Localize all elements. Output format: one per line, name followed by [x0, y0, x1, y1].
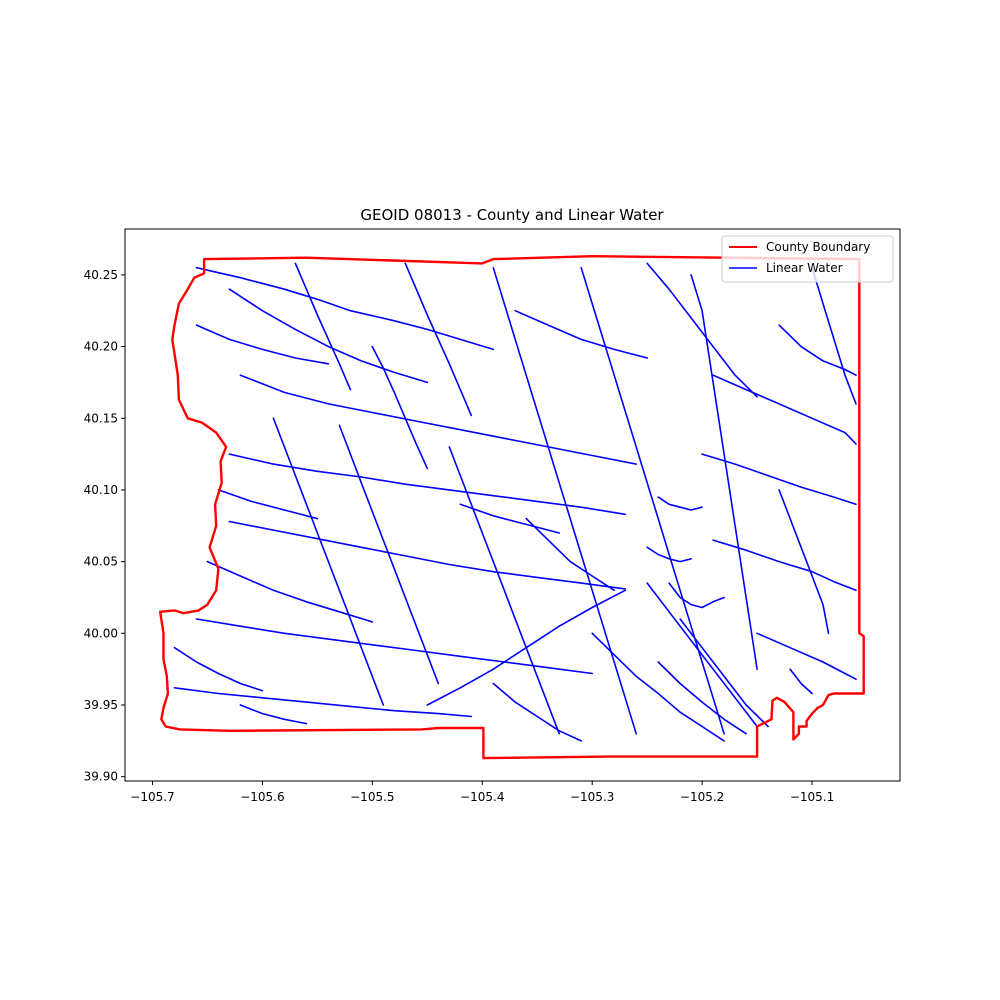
y-tick: 40.00	[84, 626, 125, 640]
water-line	[448, 446, 561, 735]
x-tick: −105.5	[350, 781, 395, 804]
x-tick: −105.3	[570, 781, 614, 804]
water-line	[404, 262, 473, 417]
county-boundary	[158, 255, 865, 760]
y-tick-label: 40.05	[84, 555, 118, 569]
water-line	[778, 489, 830, 635]
water-line	[459, 503, 561, 534]
legend-label-water: Linear Water	[766, 261, 843, 275]
x-tick-label: −105.1	[790, 790, 834, 804]
water-line	[371, 345, 429, 470]
water-line	[195, 324, 330, 365]
water-line	[173, 686, 473, 718]
legend-label-boundary: County Boundary	[766, 240, 870, 254]
water-line	[173, 646, 264, 692]
water-line	[646, 262, 758, 398]
x-tick: −105.4	[460, 781, 504, 804]
y-tick-label: 40.20	[84, 340, 118, 354]
y-tick-label: 40.25	[84, 268, 118, 282]
water-line	[712, 374, 857, 445]
y-tick-label: 39.95	[84, 698, 118, 712]
y-axis: 40.25 40.20 40.15 40.10 40.05 40.00 39.9…	[84, 268, 125, 784]
y-tick-label: 40.15	[84, 411, 118, 425]
water-line	[668, 582, 725, 609]
water-line	[217, 489, 319, 520]
legend-box	[721, 235, 894, 283]
water-line	[646, 582, 758, 728]
x-axis: −105.7 −105.6 −105.5 −105.4 −105.3 −105.…	[130, 781, 834, 804]
water-line	[591, 632, 725, 742]
y-tick: 40.20	[84, 340, 125, 354]
y-tick: 40.15	[84, 411, 125, 425]
water-line	[239, 374, 638, 465]
x-tick-label: −105.2	[680, 790, 724, 804]
water-line	[679, 618, 769, 728]
water-line	[228, 288, 429, 384]
water-line	[657, 661, 747, 735]
water-line	[701, 453, 857, 506]
plot-frame	[124, 228, 901, 782]
y-tick-label: 40.00	[84, 626, 118, 640]
x-tick: −105.2	[680, 781, 724, 804]
y-tick: 39.90	[84, 770, 125, 784]
x-tick-label: −105.3	[570, 790, 614, 804]
water-line	[239, 704, 308, 725]
water-line	[811, 266, 857, 405]
legend: County Boundary Linear Water	[721, 235, 894, 283]
x-tick-label: −105.6	[240, 790, 284, 804]
water-line	[657, 496, 703, 511]
y-tick: 39.95	[84, 698, 125, 712]
water-line	[195, 266, 495, 351]
water-line	[492, 682, 583, 742]
x-tick-label: −105.7	[130, 790, 174, 804]
water-line	[492, 266, 638, 735]
water-line	[580, 266, 725, 735]
water-line	[514, 309, 649, 359]
water-line	[195, 618, 594, 675]
county-boundary-layer	[158, 255, 865, 760]
x-tick-label: −105.5	[350, 790, 394, 804]
water-line	[272, 417, 385, 706]
y-tick-label: 39.90	[84, 770, 118, 784]
plot-area	[158, 255, 865, 760]
y-tick-label: 40.10	[84, 483, 118, 497]
y-tick: 40.05	[84, 555, 125, 569]
x-tick: −105.7	[130, 781, 175, 804]
x-tick: −105.1	[790, 781, 834, 804]
water-line	[525, 517, 616, 592]
x-tick-label: −105.4	[460, 790, 504, 804]
water-line	[789, 668, 813, 695]
water-line	[778, 324, 857, 377]
water-line	[690, 274, 758, 671]
water-line	[228, 520, 627, 590]
water-line	[294, 262, 352, 391]
y-tick: 40.10	[84, 483, 125, 497]
water-line	[646, 546, 692, 563]
water-line	[228, 453, 627, 516]
water-line	[338, 424, 440, 685]
water-line	[712, 539, 857, 592]
linear-water-layer	[173, 262, 857, 742]
water-line	[206, 560, 374, 623]
water-line	[756, 632, 857, 681]
y-tick: 40.25	[84, 268, 125, 282]
chart-title: GEOID 08013 - County and Linear Water	[360, 206, 664, 224]
x-tick: −105.6	[240, 781, 285, 804]
